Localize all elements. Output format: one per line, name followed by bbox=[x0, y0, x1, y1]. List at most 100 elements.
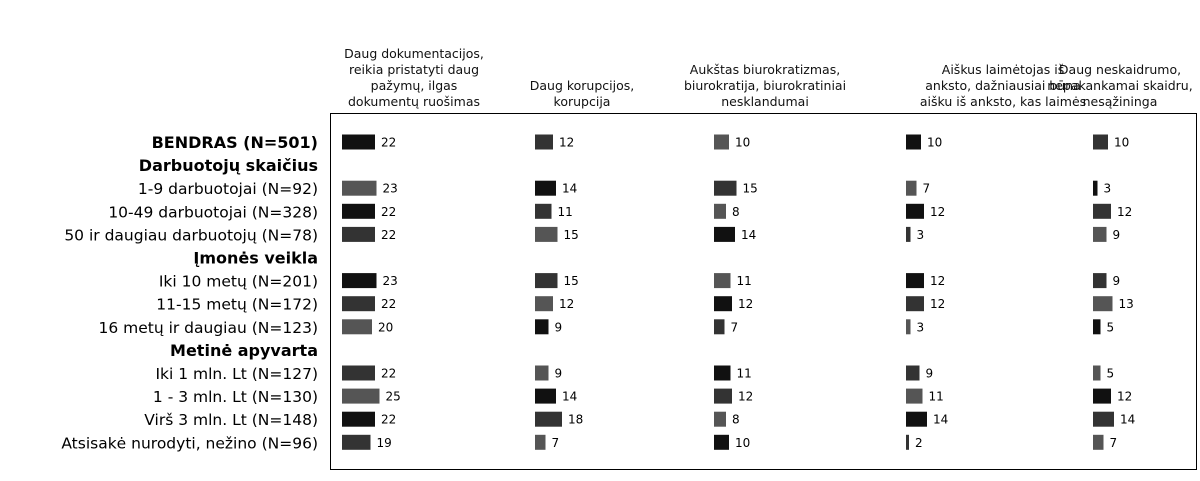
bar-value-label: 11 bbox=[558, 205, 573, 219]
bar-value-label: 11 bbox=[929, 390, 944, 404]
bar bbox=[342, 411, 375, 427]
group-heading: Darbuotojų skaičius bbox=[139, 156, 318, 175]
row-label: 10-49 darbuotojai (N=328) bbox=[108, 203, 318, 221]
bar bbox=[342, 434, 371, 450]
bar bbox=[714, 273, 731, 289]
column-header-line: aišku iš anksto, kas laimės bbox=[920, 94, 1086, 109]
column-header-line: Daug dokumentacijos, bbox=[344, 46, 484, 61]
bar-value-label: 23 bbox=[383, 274, 398, 288]
bar-value-label: 10 bbox=[1114, 136, 1129, 150]
plot-frame bbox=[330, 113, 1197, 470]
bar-value-label: 7 bbox=[1110, 436, 1118, 450]
bar bbox=[906, 411, 927, 427]
bar-value-label: 22 bbox=[381, 297, 396, 311]
bar-value-label: 5 bbox=[1107, 320, 1115, 334]
bar bbox=[714, 411, 726, 427]
bar bbox=[342, 203, 375, 219]
column-header-line: Aiškus laimėtojas iš bbox=[942, 62, 1064, 77]
bar bbox=[342, 365, 375, 381]
row-labels: BENDRAS (N=501) Darbuotojų skaičius 1-9 da… bbox=[61, 133, 318, 452]
row-label: Iki 1 mln. Lt (N=127) bbox=[155, 365, 318, 383]
bar-value-label: 14 bbox=[562, 182, 577, 196]
column-header-line: nesąžininga bbox=[1083, 94, 1158, 109]
bar-value-label: 13 bbox=[1119, 297, 1134, 311]
bar bbox=[535, 134, 553, 150]
bar bbox=[906, 296, 924, 312]
bar bbox=[342, 226, 375, 242]
bar-value-label: 7 bbox=[731, 320, 739, 334]
bar-value-label: 12 bbox=[738, 390, 753, 404]
column-header-line: Daug neskaidrumo, bbox=[1059, 62, 1181, 77]
bar bbox=[714, 226, 735, 242]
bar-value-label: 14 bbox=[741, 228, 756, 242]
row-label: 50 ir daugiau darbuotojų (N=78) bbox=[64, 226, 318, 244]
bar-value-label: 9 bbox=[926, 367, 934, 381]
bar-value-label: 22 bbox=[381, 413, 396, 427]
bar-value-label: 14 bbox=[1120, 413, 1135, 427]
bar bbox=[342, 273, 377, 289]
bar bbox=[535, 273, 558, 289]
bar bbox=[535, 203, 552, 219]
bar bbox=[906, 388, 923, 404]
bar bbox=[714, 180, 737, 196]
row-label: 1-9 darbuotojai (N=92) bbox=[138, 180, 318, 198]
bar bbox=[342, 296, 375, 312]
bar bbox=[1093, 296, 1113, 312]
bar bbox=[1093, 434, 1104, 450]
group-heading: Įmonės veikla bbox=[193, 249, 318, 268]
bar-value-label: 7 bbox=[552, 436, 560, 450]
bar-value-label: 20 bbox=[378, 320, 393, 334]
bar-value-label: 22 bbox=[381, 136, 396, 150]
column-header-line: Aukštas biurokratizmas, bbox=[690, 62, 840, 77]
bar-value-label: 14 bbox=[562, 390, 577, 404]
bar-value-label: 25 bbox=[386, 390, 401, 404]
bar-value-label: 9 bbox=[1113, 274, 1121, 288]
column-header-line: nepakankamai skaidru, bbox=[1047, 78, 1192, 93]
row-label: Virš 3 mln. Lt (N=148) bbox=[144, 411, 318, 429]
bar bbox=[906, 365, 920, 381]
bar-value-label: 2 bbox=[915, 436, 923, 450]
bar-value-label: 3 bbox=[917, 320, 925, 334]
row-label: Iki 10 metų (N=201) bbox=[159, 273, 318, 291]
bar-value-label: 15 bbox=[564, 228, 579, 242]
bar bbox=[906, 180, 917, 196]
bar bbox=[342, 180, 377, 196]
column-header-line: anksto, dažniausiai būna bbox=[925, 78, 1081, 93]
bar-value-label: 12 bbox=[1117, 205, 1132, 219]
bar-value-label: 12 bbox=[930, 297, 945, 311]
bar-value-label: 12 bbox=[559, 136, 574, 150]
bar bbox=[1093, 134, 1108, 150]
bar-value-label: 12 bbox=[930, 274, 945, 288]
bar bbox=[535, 180, 556, 196]
bar bbox=[1093, 365, 1101, 381]
bar bbox=[1093, 203, 1111, 219]
bar-value-label: 3 bbox=[917, 228, 925, 242]
bar bbox=[714, 296, 732, 312]
bar bbox=[535, 388, 556, 404]
row-label: 1 - 3 mln. Lt (N=130) bbox=[153, 388, 318, 406]
bar-value-label: 9 bbox=[1113, 228, 1121, 242]
column-header-line: biurokratija, biurokratiniai bbox=[684, 78, 846, 93]
bar-value-label: 12 bbox=[1117, 390, 1132, 404]
bar-value-label: 9 bbox=[555, 367, 563, 381]
row-label: BENDRAS (N=501) bbox=[152, 133, 318, 152]
bar bbox=[714, 203, 726, 219]
bar-value-label: 14 bbox=[933, 413, 948, 427]
column-header-line: korupcija bbox=[554, 94, 611, 109]
bar-value-label: 5 bbox=[1107, 367, 1115, 381]
bar bbox=[342, 134, 375, 150]
bar-value-label: 12 bbox=[930, 205, 945, 219]
bar bbox=[714, 434, 729, 450]
bar bbox=[1093, 388, 1111, 404]
bar bbox=[714, 388, 732, 404]
bar bbox=[906, 273, 924, 289]
bar bbox=[535, 319, 549, 335]
bar-value-label: 7 bbox=[923, 182, 931, 196]
bar bbox=[342, 319, 372, 335]
bar bbox=[535, 411, 562, 427]
bar bbox=[906, 319, 911, 335]
bar bbox=[714, 134, 729, 150]
bar-value-label: 11 bbox=[737, 274, 752, 288]
row-label: 16 metų ir daugiau (N=123) bbox=[98, 319, 318, 337]
